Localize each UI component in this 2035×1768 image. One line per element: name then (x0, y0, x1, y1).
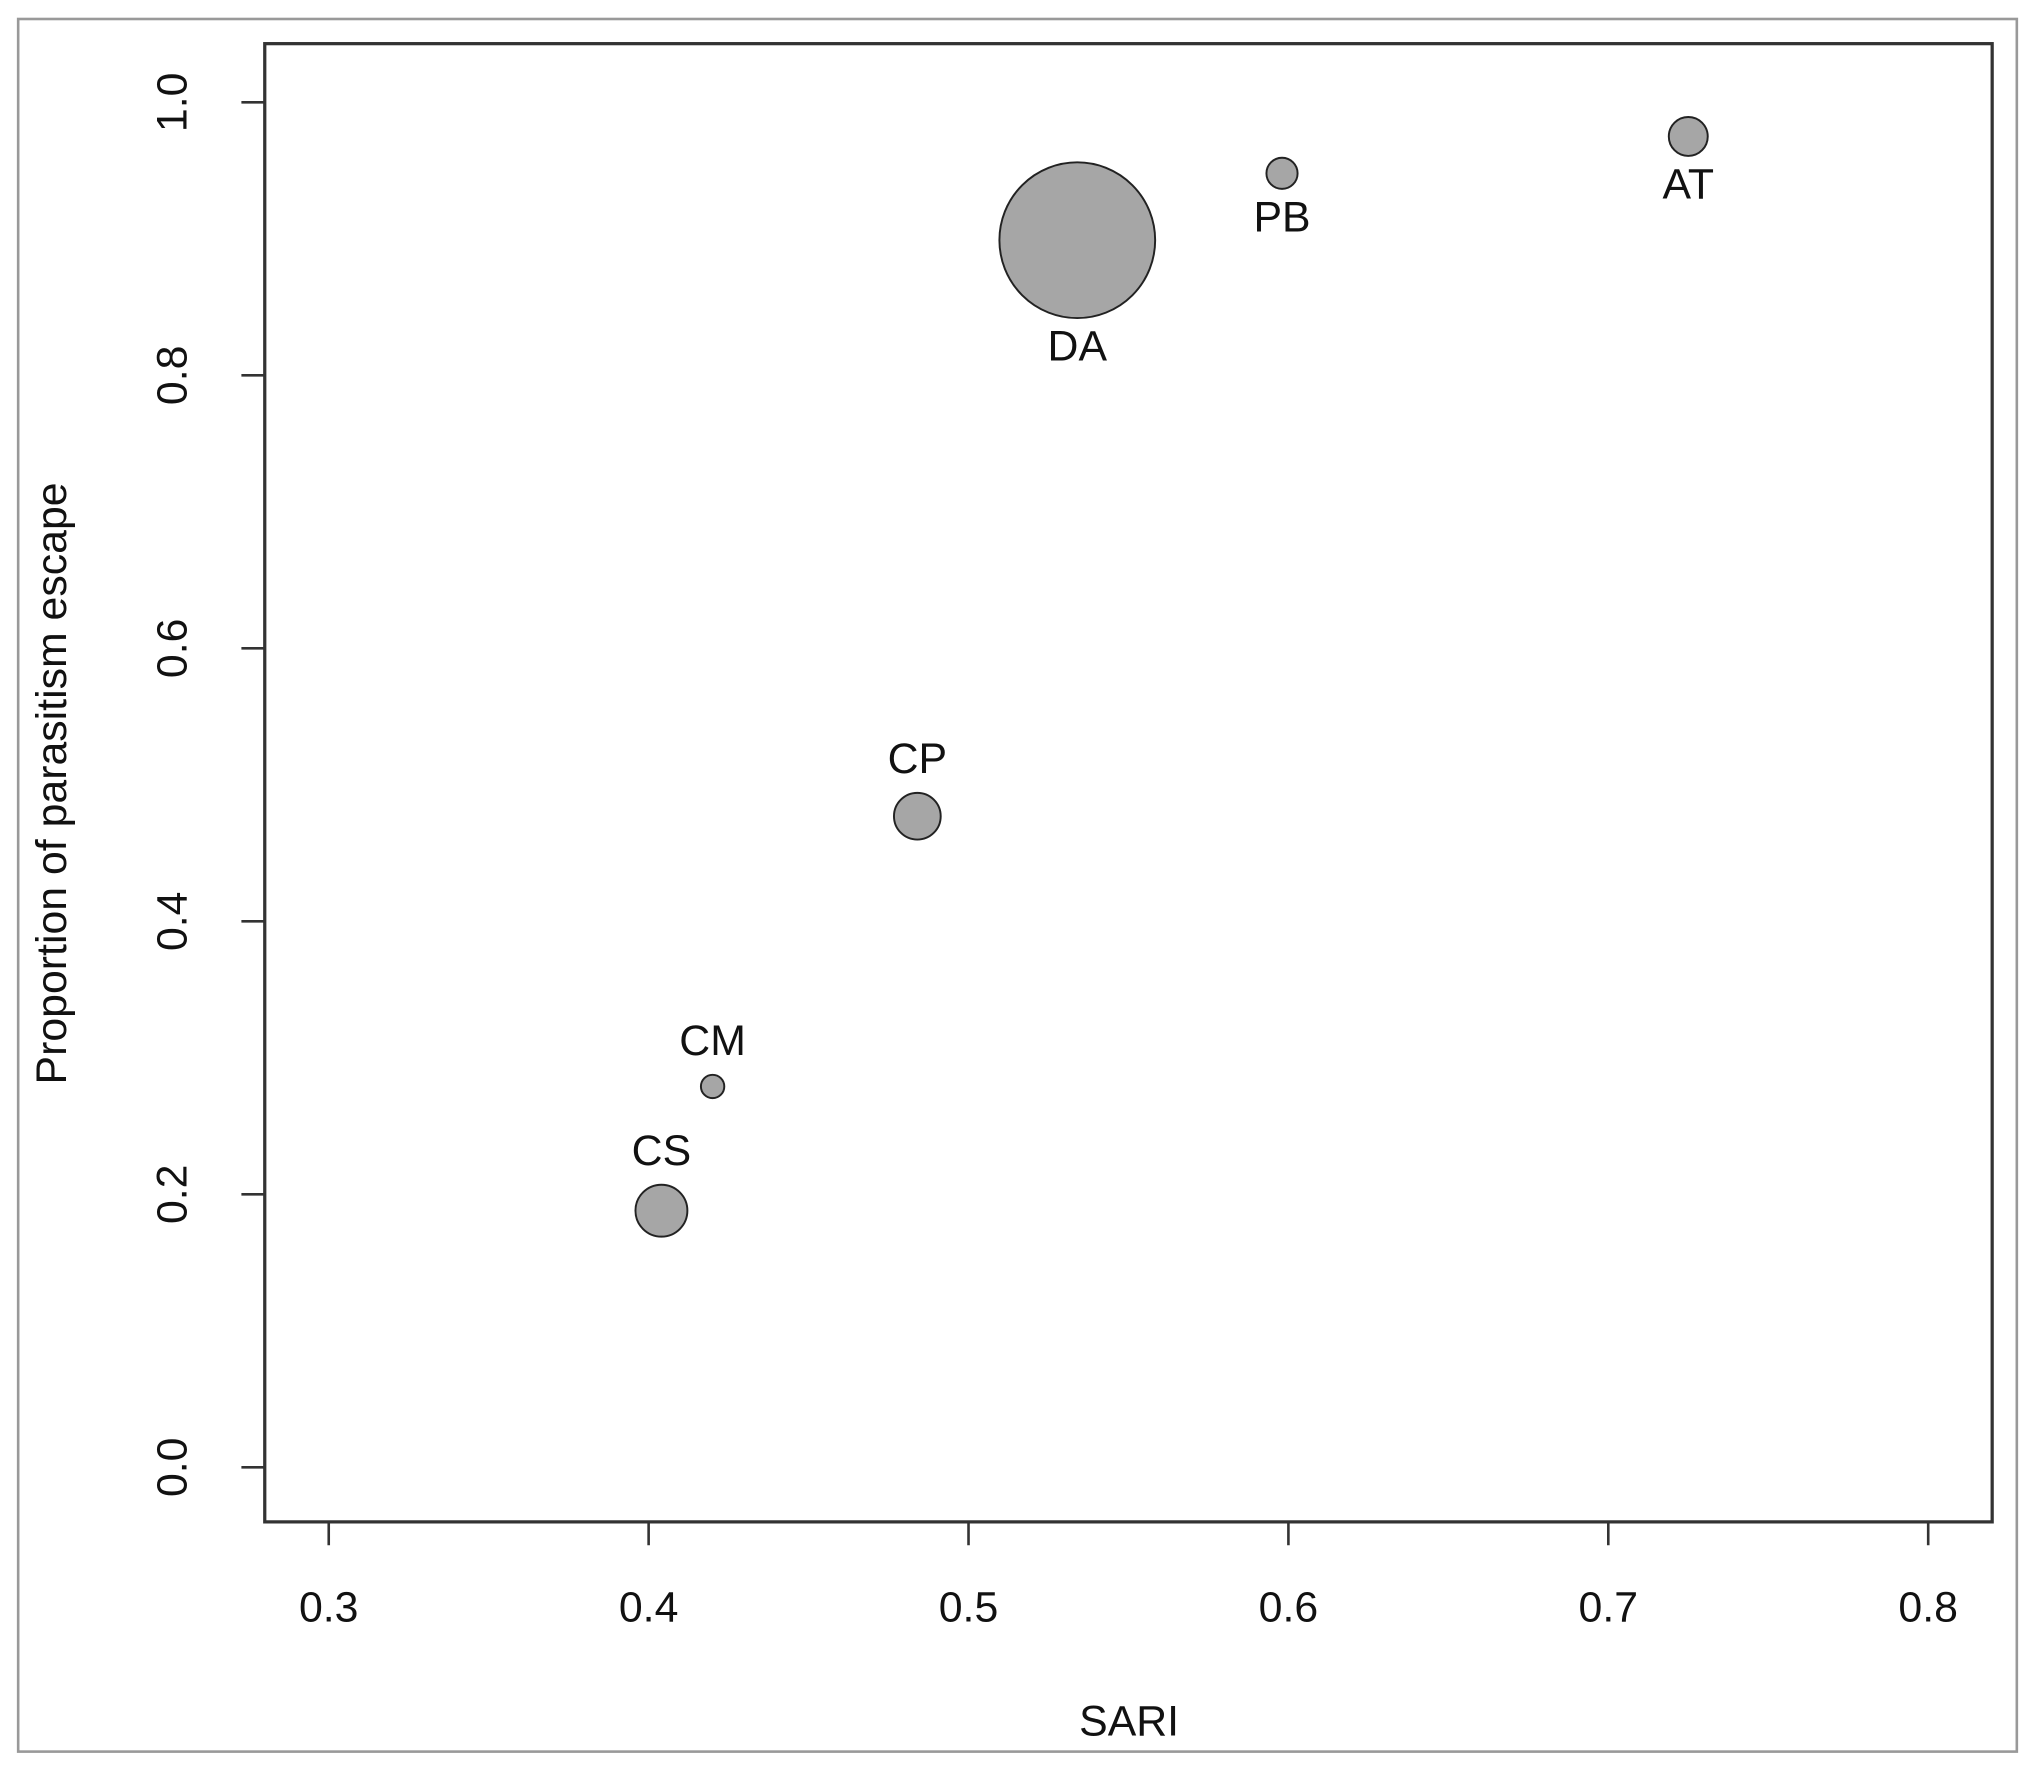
point-label: CM (679, 1017, 746, 1065)
y-tick-label: 0.2 (149, 1165, 197, 1225)
point-label: DA (1048, 323, 1108, 371)
y-tick-label: 0.6 (149, 619, 197, 679)
bubble (893, 791, 942, 841)
y-tick-label: 0.4 (149, 892, 197, 952)
x-tick-label: 0.3 (299, 1583, 359, 1631)
point-label: AT (1663, 160, 1715, 208)
bubble (998, 161, 1157, 320)
x-tick-label: 0.5 (939, 1583, 999, 1631)
bubble (1265, 156, 1299, 190)
y-tick-label: 0.0 (149, 1438, 197, 1498)
y-axis-label: Proportion of parasitism escape (28, 482, 76, 1084)
bubble (699, 1073, 726, 1100)
x-tick-label: 0.8 (1898, 1583, 1958, 1631)
bubble (1667, 116, 1709, 157)
point-label: CP (888, 735, 947, 783)
y-tick-label: 1.0 (149, 73, 197, 133)
bubble (634, 1183, 689, 1238)
point-label: PB (1253, 193, 1310, 241)
x-tick-label: 0.4 (619, 1583, 679, 1631)
plot-area (263, 42, 1994, 1524)
x-tick-label: 0.7 (1579, 1583, 1639, 1631)
frame (16, 17, 2019, 1753)
x-axis-label: SARI (1079, 1698, 1179, 1746)
point-label: CS (632, 1127, 691, 1175)
y-tick-label: 0.8 (149, 346, 197, 406)
x-tick-label: 0.6 (1259, 1583, 1319, 1631)
